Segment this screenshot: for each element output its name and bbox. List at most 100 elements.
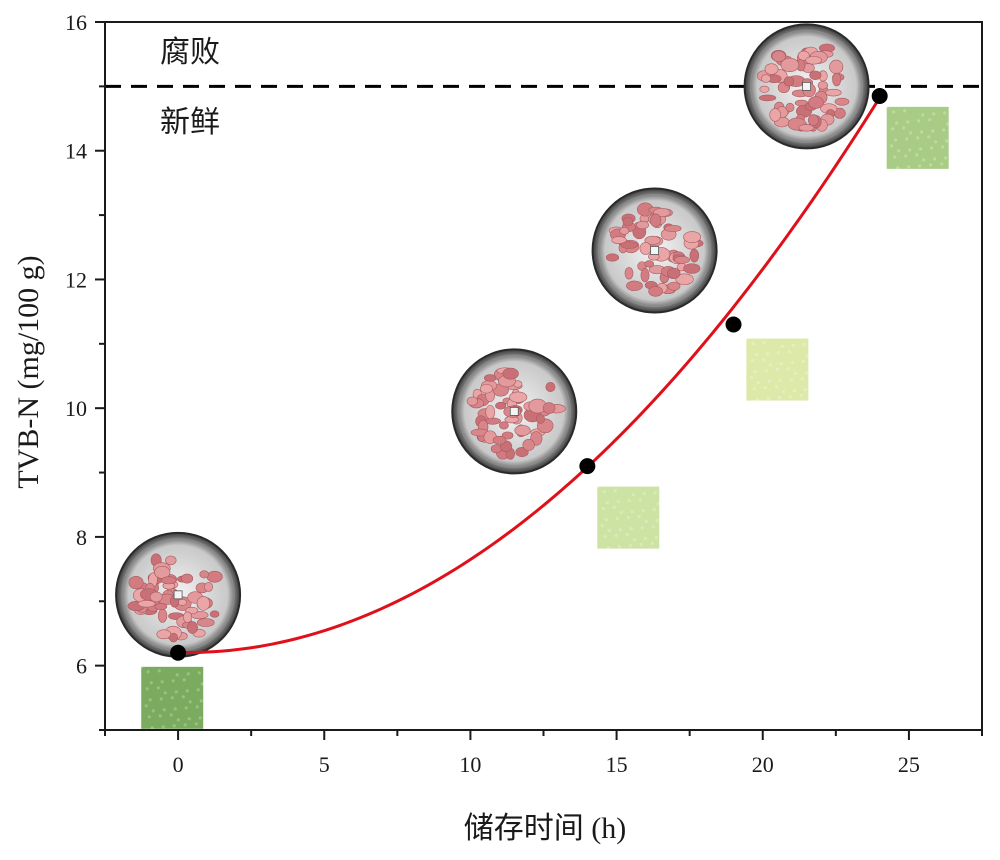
meat-piece [675,273,694,286]
petri-dish-rim [597,193,712,308]
swatch-texture [892,110,896,114]
swatch-texture [791,343,795,348]
meat-piece [204,582,214,592]
swatch-texture [638,498,642,502]
swatch-texture [184,706,188,710]
y-tick-label: 16 [65,10,87,35]
swatch-texture [606,546,610,550]
meat-piece [626,280,643,291]
spoiled-zone-label: 腐败 [160,36,220,69]
swatch-texture [160,680,164,684]
center-tag [650,246,659,255]
meat-piece [161,576,177,585]
swatch-texture [169,713,173,717]
swatch-texture [654,536,658,540]
swatch-24h [885,105,950,170]
meat-piece [611,236,627,245]
swatch-texture [934,140,938,144]
meat-piece [605,253,620,262]
center-tag [173,590,183,600]
meat-piece [639,242,652,255]
swatch-texture [917,119,921,123]
swatch-texture [775,367,779,372]
meat-piece [499,421,509,430]
swatch-texture [781,389,785,394]
swatch-texture [928,118,932,122]
swatch-texture [885,105,889,109]
swatch-texture [920,130,924,134]
swatch-texture [768,362,772,367]
swatch-texture [908,148,912,152]
meat-piece [624,267,634,280]
swatch-texture [776,350,780,355]
meat-piece [667,281,681,291]
swatch-texture [595,485,599,489]
swatch-texture [150,726,154,730]
swatch-texture [629,527,633,531]
swatch-texture [186,672,190,676]
swatch-texture [188,700,192,704]
indicator-swatch [141,666,204,729]
swatch-texture [151,709,155,713]
swatch-texture [604,518,608,522]
y-tick-label: 14 [65,139,87,164]
swatch-texture [765,351,769,356]
swatch-texture [162,708,166,712]
swatch-texture [185,689,189,693]
swatch-texture [656,502,660,506]
meat-piece [780,57,800,72]
swatch-texture [905,137,909,141]
swatch-texture [618,528,622,532]
meat-piece [149,591,163,603]
swatch-texture [805,353,809,358]
swatch-texture [171,679,175,683]
swatch-texture [196,688,200,692]
meat-piece [759,94,777,102]
swatch-texture [751,341,755,346]
swatch-texture [896,166,900,170]
sample-images [115,23,950,730]
swatch-texture [616,500,620,504]
swatch-texture [612,506,616,510]
meat-piece [759,85,770,93]
meat-piece [545,381,556,393]
meat-piece [187,621,198,634]
swatch-texture [894,138,898,142]
swatch-texture [640,526,644,530]
meat-piece [805,56,822,65]
swatch-texture [929,163,933,167]
swatch-texture [628,544,632,548]
x-tick-label: 5 [319,752,330,777]
x-tick-label: 20 [752,752,774,777]
swatch-texture [161,725,165,729]
meat-piece [484,374,497,382]
meat-piece [797,50,810,61]
meat-piece [644,235,661,245]
swatch-texture [903,109,907,113]
swatch-texture [750,358,754,363]
x-tick-label: 25 [898,752,920,777]
meat-piece [832,72,842,87]
swatch-texture [919,147,923,151]
swatch-texture [182,678,186,682]
swatch-texture [897,149,901,153]
swatch-texture [930,146,934,150]
meat-piece [650,213,662,228]
swatch-texture [777,395,781,400]
meat-piece [137,600,156,608]
swatch-texture [173,707,177,711]
meat-dish-0h [115,531,242,658]
swatch-texture [932,112,936,116]
x-tick-label: 0 [173,752,184,777]
swatch-texture [603,535,607,539]
meat-piece [157,608,168,623]
swatch-texture [762,340,766,345]
meat-piece [156,629,172,640]
swatch-texture [891,127,895,131]
meat-piece [542,402,556,414]
meat-piece [689,248,700,263]
swatch-texture [139,665,143,669]
swatch-texture [792,388,796,393]
swatch-texture [637,515,641,519]
